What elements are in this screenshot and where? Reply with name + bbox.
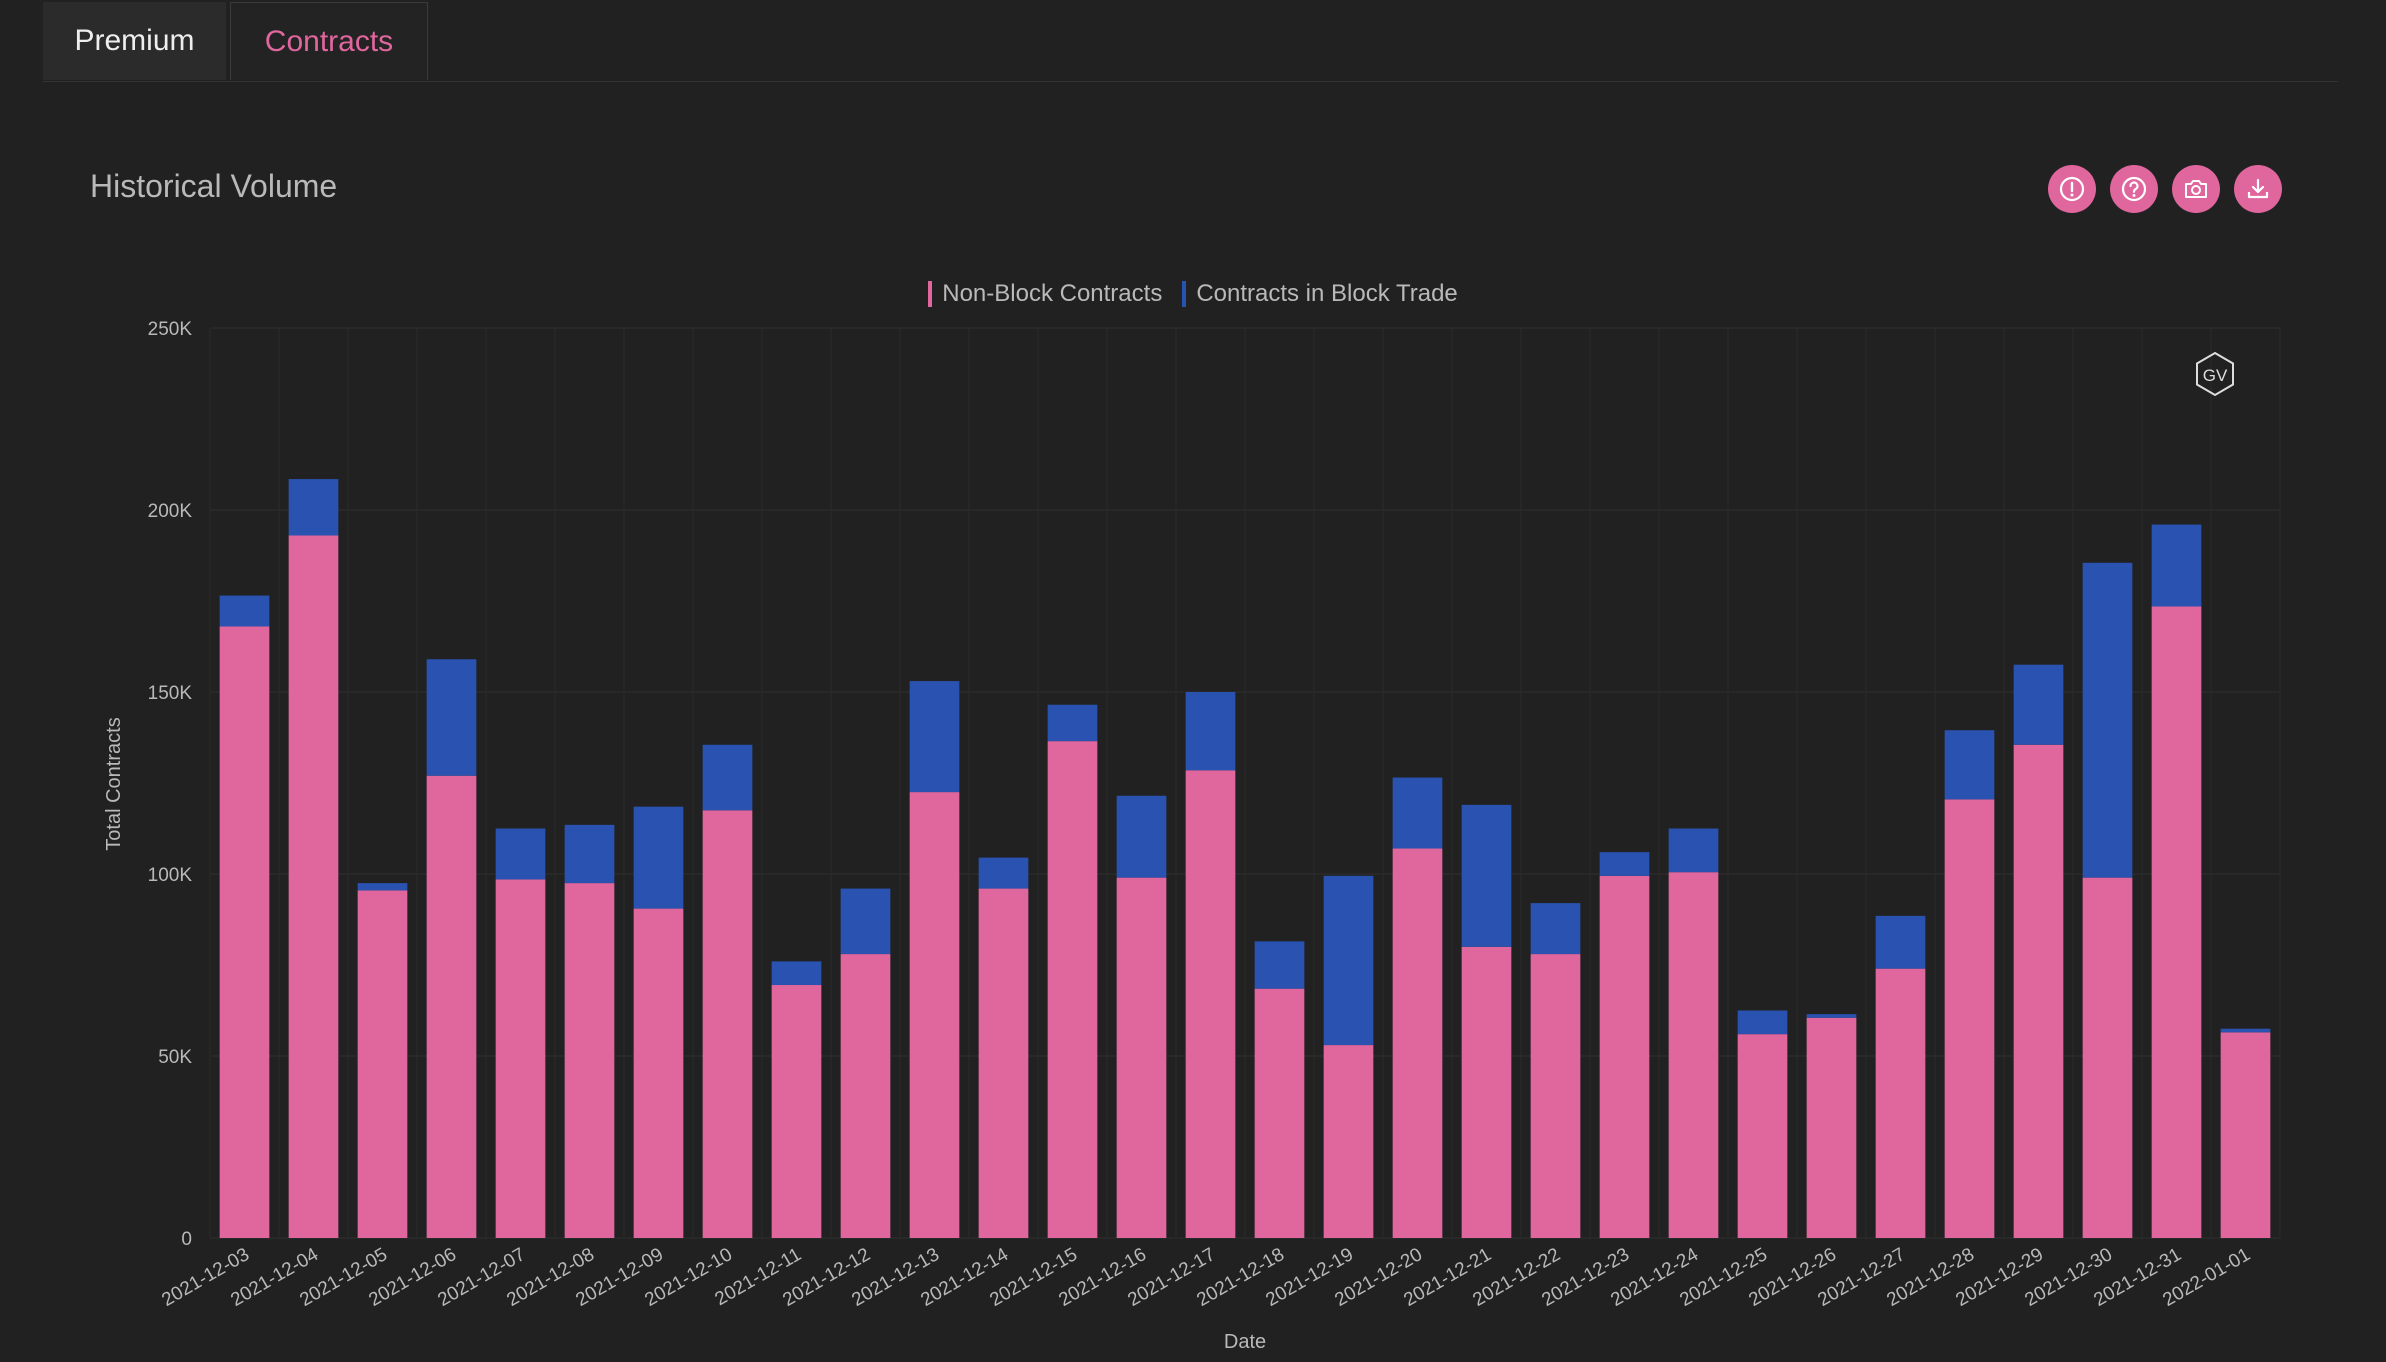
chart-grid [209, 327, 2281, 1239]
legend-non-block[interactable]: Non-Block Contracts [928, 280, 1162, 308]
bar-block-trade[interactable] [1875, 915, 1926, 969]
tab-premium[interactable]: Premium [43, 2, 226, 80]
legend-block-trade[interactable]: Contracts in Block Trade [1182, 280, 1458, 308]
bar-block-trade[interactable] [1737, 1010, 1788, 1035]
bar-non-block[interactable] [2151, 606, 2202, 1238]
bar-block-trade[interactable] [1116, 795, 1167, 878]
bar-non-block[interactable] [1668, 872, 1719, 1238]
bar-non-block[interactable] [2082, 877, 2133, 1238]
bar-block-trade[interactable] [288, 479, 339, 536]
chart-legend: Non-Block Contracts Contracts in Block T… [0, 280, 2386, 308]
x-axis-ticks: 2021-12-032021-12-042021-12-052021-12-06… [158, 1244, 2254, 1311]
bar-block-trade[interactable] [564, 824, 615, 884]
screenshot-button[interactable] [2172, 165, 2220, 213]
bar-block-trade[interactable] [2082, 562, 2133, 878]
y-tick-label: 150K [148, 683, 193, 704]
bar-block-trade[interactable] [702, 744, 753, 811]
tab-bar: Premium Contracts [43, 0, 2338, 82]
y-axis-title: Total Contracts [103, 717, 125, 850]
watermark-logo: GV [2196, 351, 2234, 397]
bar-block-trade[interactable] [495, 828, 546, 880]
bar-block-trade[interactable] [426, 659, 477, 776]
bar-block-trade[interactable] [1944, 730, 1995, 800]
legend-label-non-block: Non-Block Contracts [942, 280, 1163, 307]
bar-non-block[interactable] [1047, 741, 1098, 1238]
bar-non-block[interactable] [357, 890, 408, 1238]
download-button[interactable] [2234, 165, 2282, 213]
y-tick-label: 250K [148, 319, 193, 340]
bar-block-trade[interactable] [2013, 664, 2064, 745]
bar-block-trade[interactable] [219, 595, 270, 627]
bar-block-trade[interactable] [1392, 777, 1443, 849]
bar-non-block[interactable] [1875, 968, 1926, 1238]
bar-block-trade[interactable] [978, 857, 1029, 889]
bar-non-block[interactable] [702, 810, 753, 1238]
bar-non-block[interactable] [1323, 1045, 1374, 1238]
bar-block-trade[interactable] [840, 888, 891, 955]
bar-non-block[interactable] [633, 908, 684, 1238]
y-tick-label: 0 [181, 1229, 192, 1250]
chart-title: Historical Volume [90, 168, 338, 204]
bar-non-block[interactable] [564, 883, 615, 1238]
legend-swatch-non-block [928, 281, 933, 307]
legend-label-block-trade: Contracts in Block Trade [1196, 280, 1458, 307]
help-icon [2121, 176, 2147, 202]
bar-non-block[interactable] [1944, 799, 1995, 1238]
bar-block-trade[interactable] [1185, 692, 1236, 771]
bar-non-block[interactable] [771, 985, 822, 1238]
bar-non-block[interactable] [1185, 770, 1236, 1238]
bar-block-trade[interactable] [771, 961, 822, 986]
bar-non-block[interactable] [495, 879, 546, 1238]
y-tick-label: 50K [158, 1047, 192, 1068]
bar-non-block[interactable] [2220, 1032, 2271, 1238]
y-axis-ticks: 0 50K 100K 150K 200K 250K [148, 319, 193, 1250]
bar-non-block[interactable] [288, 535, 339, 1238]
alert-icon [2059, 176, 2085, 202]
tab-contracts[interactable]: Contracts [230, 2, 428, 80]
bar-block-trade[interactable] [1599, 852, 1650, 876]
bar-non-block[interactable] [219, 626, 270, 1238]
bar-block-trade[interactable] [1530, 903, 1581, 955]
help-button[interactable] [2110, 165, 2158, 213]
bar-block-trade[interactable] [1047, 704, 1098, 742]
legend-swatch-block-trade [1182, 281, 1187, 307]
bar-non-block[interactable] [2013, 744, 2064, 1238]
bar-non-block[interactable] [1530, 954, 1581, 1238]
bar-block-trade[interactable] [1323, 875, 1374, 1046]
bar-non-block[interactable] [978, 888, 1029, 1238]
download-icon [2247, 178, 2269, 199]
bar-non-block[interactable] [426, 775, 477, 1238]
bar-non-block[interactable] [1806, 1017, 1857, 1238]
bar-block-trade[interactable] [1254, 941, 1305, 989]
bar-block-trade[interactable] [1806, 1014, 1857, 1018]
bar-non-block[interactable] [1599, 875, 1650, 1238]
bar-non-block[interactable] [1461, 946, 1512, 1238]
bar-block-trade[interactable] [357, 883, 408, 891]
watermark-text: GV [2203, 366, 2228, 385]
bar-non-block[interactable] [909, 792, 960, 1238]
bar-block-trade[interactable] [1668, 828, 1719, 873]
alert-button[interactable] [2048, 165, 2096, 213]
chart-bars [219, 479, 2271, 1238]
y-tick-label: 100K [148, 865, 193, 886]
camera-icon [2185, 180, 2207, 198]
bar-block-trade[interactable] [2151, 524, 2202, 607]
x-axis-title: Date [1224, 1331, 1266, 1353]
bar-non-block[interactable] [1392, 848, 1443, 1238]
bar-non-block[interactable] [1254, 988, 1305, 1238]
bar-non-block[interactable] [1116, 877, 1167, 1238]
bar-block-trade[interactable] [633, 806, 684, 909]
bar-block-trade[interactable] [2220, 1028, 2271, 1033]
bar-non-block[interactable] [1737, 1034, 1788, 1238]
y-tick-label: 200K [148, 501, 193, 522]
bar-block-trade[interactable] [909, 681, 960, 793]
bar-non-block[interactable] [840, 954, 891, 1238]
bar-block-trade[interactable] [1461, 804, 1512, 947]
